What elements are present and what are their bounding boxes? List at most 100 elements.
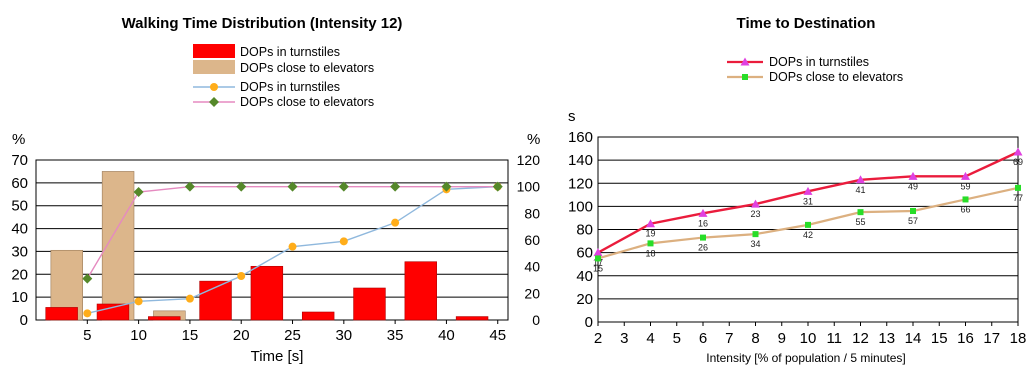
left-y-unit-left: % [12,131,25,148]
legend-label: DOPs close to elevators [240,61,374,75]
bar-turnstiles [455,316,489,321]
point-cum-elevators [390,181,401,192]
point-elevators [1015,184,1021,191]
right-x-axis-label: Intensity [% of population / 5 minutes] [706,351,905,365]
legend-marker [742,74,748,80]
right-y-tick-label: 80 [576,222,593,239]
point-turnstiles [593,248,603,257]
data-label-turnstiles: 16 [698,218,708,228]
right-x-tick-label: 13 [878,330,895,347]
left-y-tick-label: 20 [11,266,28,283]
point-cum-turnstiles [391,218,400,227]
data-label-turnstiles: 69 [1013,157,1023,167]
point-elevators [595,255,601,262]
right-x-tick-label: 14 [905,330,922,347]
point-cum-turnstiles [339,237,348,246]
left-x-tick-label: 15 [182,327,199,344]
point-cum-elevators [184,181,195,192]
left-x-tick-label: 5 [83,327,91,344]
left-y2-tick-label: 80 [524,205,540,221]
point-elevators [910,208,916,214]
point-cum-turnstiles [134,297,143,306]
bar-turnstiles [353,287,386,321]
left-y-tick-label: 50 [11,198,28,215]
point-cum-turnstiles [237,272,246,280]
data-label-turnstiles: 59 [960,181,970,191]
bar-turnstiles [96,303,130,321]
left-chart-title: Walking Time Distribution (Intensity 12) [122,15,403,32]
point-turnstiles [856,175,865,184]
data-label-turnstiles: 17 [593,258,603,268]
left-y2-tick-label: 60 [524,232,540,248]
bar-turnstiles [301,311,335,321]
data-label-turnstiles: 23 [750,209,760,219]
legend-label: DOPs in turnstiles [769,55,869,69]
right-x-tick-label: 15 [931,330,948,347]
data-label-turnstiles: 49 [908,181,918,191]
bar-turnstiles [148,316,181,321]
left-x-tick-label: 35 [387,327,404,344]
data-label-elevators: 26 [698,243,708,253]
right-y-tick-label: 120 [568,175,593,192]
right-y-tick-label: 20 [576,291,593,308]
legend-marker [740,57,750,66]
left-y-tick-label: 60 [11,175,28,192]
left-x-axis-label: Time [s] [251,348,304,365]
point-cum-elevators [287,181,298,192]
data-label-elevators: 66 [960,204,970,214]
left-y2-tick-label: 0 [532,312,540,328]
left-y2-tick-label: 100 [517,179,541,195]
data-label-turnstiles: 31 [803,196,813,206]
right-x-tick-label: 4 [646,330,654,347]
legend-marker [209,97,219,107]
point-turnstiles [1013,147,1023,156]
bar-turnstiles [45,307,78,321]
left-legend: DOPs in turnstiles DOPs close to elevator… [193,44,374,109]
point-cum-elevators [441,181,452,192]
data-label-turnstiles: 19 [645,229,655,239]
point-elevators [805,221,811,228]
right-x-tick-label: 10 [800,330,817,347]
left-y-unit-right: % [527,131,540,148]
left-y-tick-label: 10 [11,289,28,306]
right-x-tick-label: 7 [725,330,733,347]
right-y-tick-label: 100 [568,198,593,215]
legend-label: DOPs in turnstiles [240,80,340,94]
point-cum-elevators [236,181,247,192]
point-cum-elevators [338,181,349,192]
data-label-elevators: 34 [750,239,760,249]
right-x-tick-label: 16 [957,330,974,347]
right-x-tick-label: 18 [1010,330,1027,347]
left-x-tick-label: 45 [489,327,506,344]
legend-label: DOPs in turnstiles [240,45,340,59]
right-x-tick-label: 9 [778,330,786,347]
data-label-elevators: 57 [908,216,918,226]
right-y-tick-label: 40 [576,268,593,285]
point-elevators [752,231,759,238]
data-label-elevators: 42 [803,230,813,240]
left-y-tick-label: 70 [11,152,28,169]
right-y-tick-label: 60 [576,245,593,262]
data-label-elevators: 77 [1013,193,1023,203]
right-x-tick-label: 6 [699,330,707,347]
point-turnstiles [803,186,813,195]
left-x-tick-label: 20 [233,327,250,344]
left-y2-tick-label: 20 [524,285,540,301]
data-label-elevators: 55 [855,217,865,227]
point-elevators [647,240,654,247]
right-x-tick-label: 5 [673,330,681,347]
left-y-tick-label: 0 [20,312,28,329]
left-y2-tick-label: 120 [517,152,541,168]
right-chart-title: Time to Destination [737,15,876,32]
left-x-tick-label: 10 [130,327,147,344]
point-elevators [700,234,706,241]
left-y-tick-label: 30 [11,243,28,260]
right-x-tick-label: 12 [852,330,869,347]
data-label-turnstiles: 41 [855,185,865,195]
right-y-unit: s [568,108,576,125]
point-cum-elevators [133,187,144,197]
right-x-tick-label: 17 [983,330,1000,347]
point-turnstiles [751,199,760,208]
legend-label: DOPs close to elevators [769,70,903,84]
